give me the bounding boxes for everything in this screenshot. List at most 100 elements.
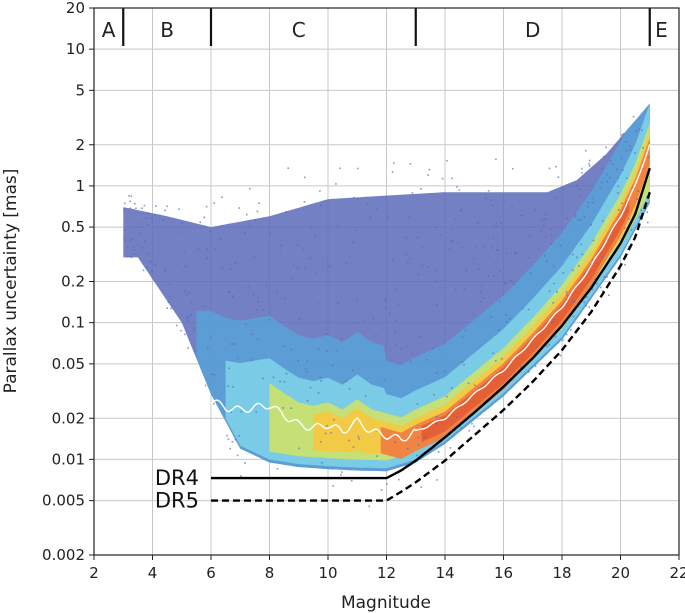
outlier-point xyxy=(587,206,589,208)
outlier-point xyxy=(437,451,440,453)
outlier-point xyxy=(317,302,319,305)
outlier-point xyxy=(257,300,260,303)
y-axis-ticks: 0.002 0.005 0.01 0.02 0.05 0.1 0.2 0.5 1 2 5 10 20 xyxy=(42,0,94,564)
outlier-point xyxy=(290,348,293,351)
outlier-point xyxy=(169,283,172,286)
outlier-point xyxy=(561,187,564,190)
outlier-point xyxy=(474,246,476,249)
outlier-point xyxy=(400,348,403,350)
outlier-point xyxy=(493,225,496,227)
outlier-point xyxy=(230,343,233,345)
outlier-point xyxy=(446,395,448,398)
outlier-point xyxy=(129,239,132,242)
outlier-point xyxy=(487,275,490,277)
outlier-point xyxy=(495,360,497,362)
outlier-point xyxy=(498,270,501,272)
outlier-point xyxy=(188,292,191,295)
outlier-point xyxy=(490,199,493,201)
outlier-point xyxy=(129,200,131,203)
outlier-point xyxy=(416,403,419,405)
outlier-point xyxy=(340,473,342,476)
outlier-point xyxy=(405,253,407,256)
outlier-point xyxy=(204,305,207,308)
outlier-point xyxy=(581,253,584,256)
outlier-point xyxy=(409,257,411,260)
magnitude-regions: A B C D E xyxy=(102,8,668,46)
outlier-point xyxy=(376,429,379,432)
outlier-point xyxy=(419,336,421,338)
outlier-point xyxy=(150,260,152,263)
x-tick-label: 16 xyxy=(494,564,513,582)
outlier-point xyxy=(214,248,216,250)
outlier-point xyxy=(406,447,409,450)
outlier-point xyxy=(532,226,535,228)
dr4-line xyxy=(211,167,651,480)
outlier-point xyxy=(417,444,420,446)
outlier-point xyxy=(159,214,161,217)
outlier-point xyxy=(441,177,444,180)
outlier-point xyxy=(391,171,394,173)
outlier-point xyxy=(298,447,300,450)
outlier-point xyxy=(556,291,558,293)
outlier-point xyxy=(572,301,574,303)
outlier-point xyxy=(559,354,562,357)
outlier-point xyxy=(285,211,287,213)
outlier-point xyxy=(375,334,377,336)
outlier-point xyxy=(397,303,400,305)
outlier-point xyxy=(183,250,186,252)
outlier-point xyxy=(565,333,568,336)
outlier-point xyxy=(580,243,582,246)
outlier-point xyxy=(491,247,494,249)
outlier-point xyxy=(642,147,644,149)
outlier-point xyxy=(420,486,423,488)
outlier-point xyxy=(137,253,139,256)
outlier-point xyxy=(164,209,166,212)
outlier-point xyxy=(124,239,126,241)
y-tick-label: 2 xyxy=(75,136,85,154)
outlier-point xyxy=(554,196,557,199)
outlier-point xyxy=(392,259,394,261)
outlier-point xyxy=(201,305,204,308)
y-tick-label: 0.002 xyxy=(42,546,85,564)
outlier-point xyxy=(528,235,531,237)
y-tick-label: 0.1 xyxy=(61,314,85,332)
outlier-point xyxy=(548,167,551,170)
outlier-point xyxy=(570,329,572,331)
outlier-point xyxy=(290,407,292,409)
outlier-point xyxy=(575,184,578,187)
outlier-point xyxy=(587,201,590,204)
outlier-point xyxy=(155,205,157,207)
region-label-a: A xyxy=(102,18,116,42)
outlier-point xyxy=(213,403,215,405)
outlier-point xyxy=(350,479,353,482)
outlier-point xyxy=(545,345,548,348)
outlier-point xyxy=(240,410,243,413)
outlier-point xyxy=(388,312,391,315)
outlier-point xyxy=(130,238,133,240)
outlier-point xyxy=(583,273,585,276)
outlier-point xyxy=(144,240,146,243)
outlier-point xyxy=(164,270,166,273)
outlier-point xyxy=(309,386,312,389)
outlier-point xyxy=(534,365,537,368)
outlier-point xyxy=(279,249,281,252)
outlier-point xyxy=(439,234,442,236)
outlier-point xyxy=(520,214,522,217)
outlier-point xyxy=(548,344,550,346)
outlier-point xyxy=(141,223,143,225)
outlier-point xyxy=(606,173,608,176)
outlier-point xyxy=(641,168,644,170)
outlier-point xyxy=(128,194,130,197)
outlier-point xyxy=(638,128,640,130)
outlier-point xyxy=(148,213,150,215)
outlier-point xyxy=(238,207,240,209)
outlier-point xyxy=(630,229,633,231)
outlier-point xyxy=(146,252,149,255)
outlier-point xyxy=(190,301,193,304)
outlier-point xyxy=(483,245,485,248)
outlier-point xyxy=(574,215,577,218)
outlier-point xyxy=(450,387,453,389)
outlier-point xyxy=(335,183,337,185)
outlier-point xyxy=(345,262,348,265)
outlier-point xyxy=(473,258,475,260)
